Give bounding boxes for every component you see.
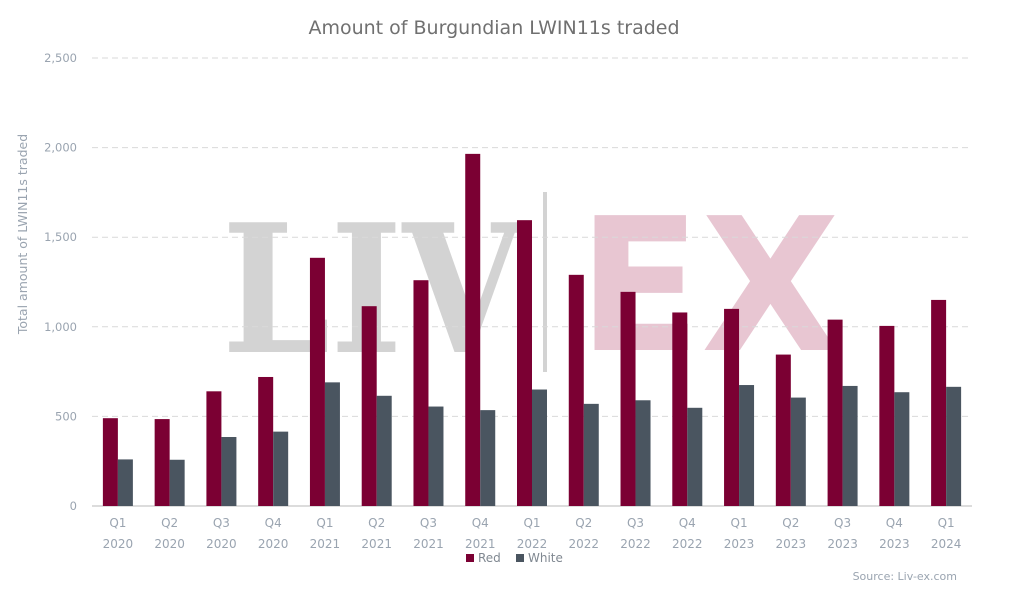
bar-white [583, 403, 599, 506]
y-tick-label: 500 [55, 409, 77, 423]
bar-red [309, 257, 325, 506]
bar-red [931, 299, 947, 506]
x-tick-label-quarter: Q1 [109, 516, 126, 530]
x-tick-label-quarter: Q3 [627, 516, 644, 530]
source-note: Source: Liv-ex.com [853, 570, 957, 583]
bar-white [894, 392, 910, 506]
x-tick-label-quarter: Q1 [316, 516, 333, 530]
x-tick-label-year: 2021 [413, 537, 444, 551]
bar-red [517, 220, 532, 506]
legend-swatch-white [516, 554, 524, 562]
x-tick-label-quarter: Q1 [523, 516, 540, 530]
bar-red [413, 280, 429, 506]
bar-red [206, 391, 222, 506]
bar-white [687, 407, 703, 506]
x-tick-label-year: 2021 [310, 537, 341, 551]
y-axis-label: Total amount of LWIN11s traded [15, 134, 30, 335]
bar-white [946, 386, 962, 506]
x-tick-label-quarter: Q4 [472, 516, 489, 530]
y-tick-label: 2,000 [44, 141, 77, 155]
bar-white [739, 385, 755, 506]
y-tick-label: 0 [70, 499, 77, 513]
bar-white [842, 385, 858, 506]
legend-swatch-red [466, 554, 474, 562]
bar-red [568, 274, 584, 506]
x-tick-label-year: 2022 [568, 537, 599, 551]
x-tick-label-year: 2020 [258, 537, 289, 551]
bar-white [221, 437, 237, 506]
bar-red [154, 419, 170, 506]
bar-red [465, 153, 481, 506]
x-tick-label-year: 2022 [517, 537, 548, 551]
bar-white [324, 382, 340, 506]
x-tick-label-year: 2022 [620, 537, 651, 551]
bar-red [879, 325, 895, 506]
x-tick-label-year: 2021 [361, 537, 392, 551]
bar-white [117, 459, 133, 506]
x-tick-label-quarter: Q4 [886, 516, 903, 530]
x-tick-label-year: 2020 [154, 537, 185, 551]
x-tick-label-year: 2023 [724, 537, 755, 551]
x-tick-label-quarter: Q2 [368, 516, 385, 530]
x-tick-label-year: 2021 [465, 537, 496, 551]
legend: Red White [466, 551, 563, 565]
x-tick-label-quarter: Q2 [782, 516, 799, 530]
x-tick-label-year: 2020 [206, 537, 237, 551]
legend-label-red: Red [478, 551, 501, 565]
x-tick-label-quarter: Q2 [161, 516, 178, 530]
x-tick-label-quarter: Q3 [834, 516, 851, 530]
bar-white [428, 406, 444, 506]
x-tick-label-year: 2024 [931, 537, 962, 551]
y-axis-ticks: 0 500 1,000 1,500 2,000 2,500 [44, 51, 77, 513]
y-tick-label: 1,000 [44, 320, 77, 334]
bar-white [480, 410, 496, 506]
y-tick-label: 1,500 [44, 230, 77, 244]
bar-white [273, 431, 289, 506]
bar-red [775, 354, 791, 506]
bar-white [790, 397, 806, 506]
chart-title: Amount of Burgundian LWIN11s traded [308, 17, 679, 39]
x-tick-label-year: 2023 [879, 537, 910, 551]
x-tick-label-quarter: Q4 [265, 516, 282, 530]
watermark-divider [543, 192, 547, 372]
bar-red [361, 306, 377, 506]
x-tick-label-year: 2020 [103, 537, 134, 551]
bar-white [376, 395, 392, 506]
bar-red [724, 308, 740, 506]
y-tick-label: 2,500 [44, 51, 77, 65]
bar-red [620, 291, 636, 506]
x-tick-label-year: 2023 [827, 537, 858, 551]
x-axis-ticks: Q1 2020 Q2 2020 Q3 2020 Q4 2020 Q1 2021 Q2 2021 Q3 20… [103, 516, 962, 551]
bar-red [672, 312, 688, 506]
x-tick-label-quarter: Q2 [575, 516, 592, 530]
bar-red [258, 376, 274, 506]
x-tick-label-year: 2023 [776, 537, 807, 551]
bars [102, 153, 962, 506]
watermark-ex: EX [578, 178, 840, 394]
x-tick-label-quarter: Q3 [420, 516, 437, 530]
bar-white [532, 389, 547, 506]
legend-label-white: White [528, 551, 563, 565]
x-tick-label-quarter: Q1 [938, 516, 955, 530]
bar-white [635, 400, 651, 506]
x-tick-label-quarter: Q1 [731, 516, 748, 530]
x-tick-label-year: 2022 [672, 537, 703, 551]
bar-red [102, 418, 118, 506]
x-tick-label-quarter: Q3 [213, 516, 230, 530]
x-tick-label-quarter: Q4 [679, 516, 696, 530]
bar-white [169, 459, 185, 506]
bar-red [827, 319, 843, 506]
